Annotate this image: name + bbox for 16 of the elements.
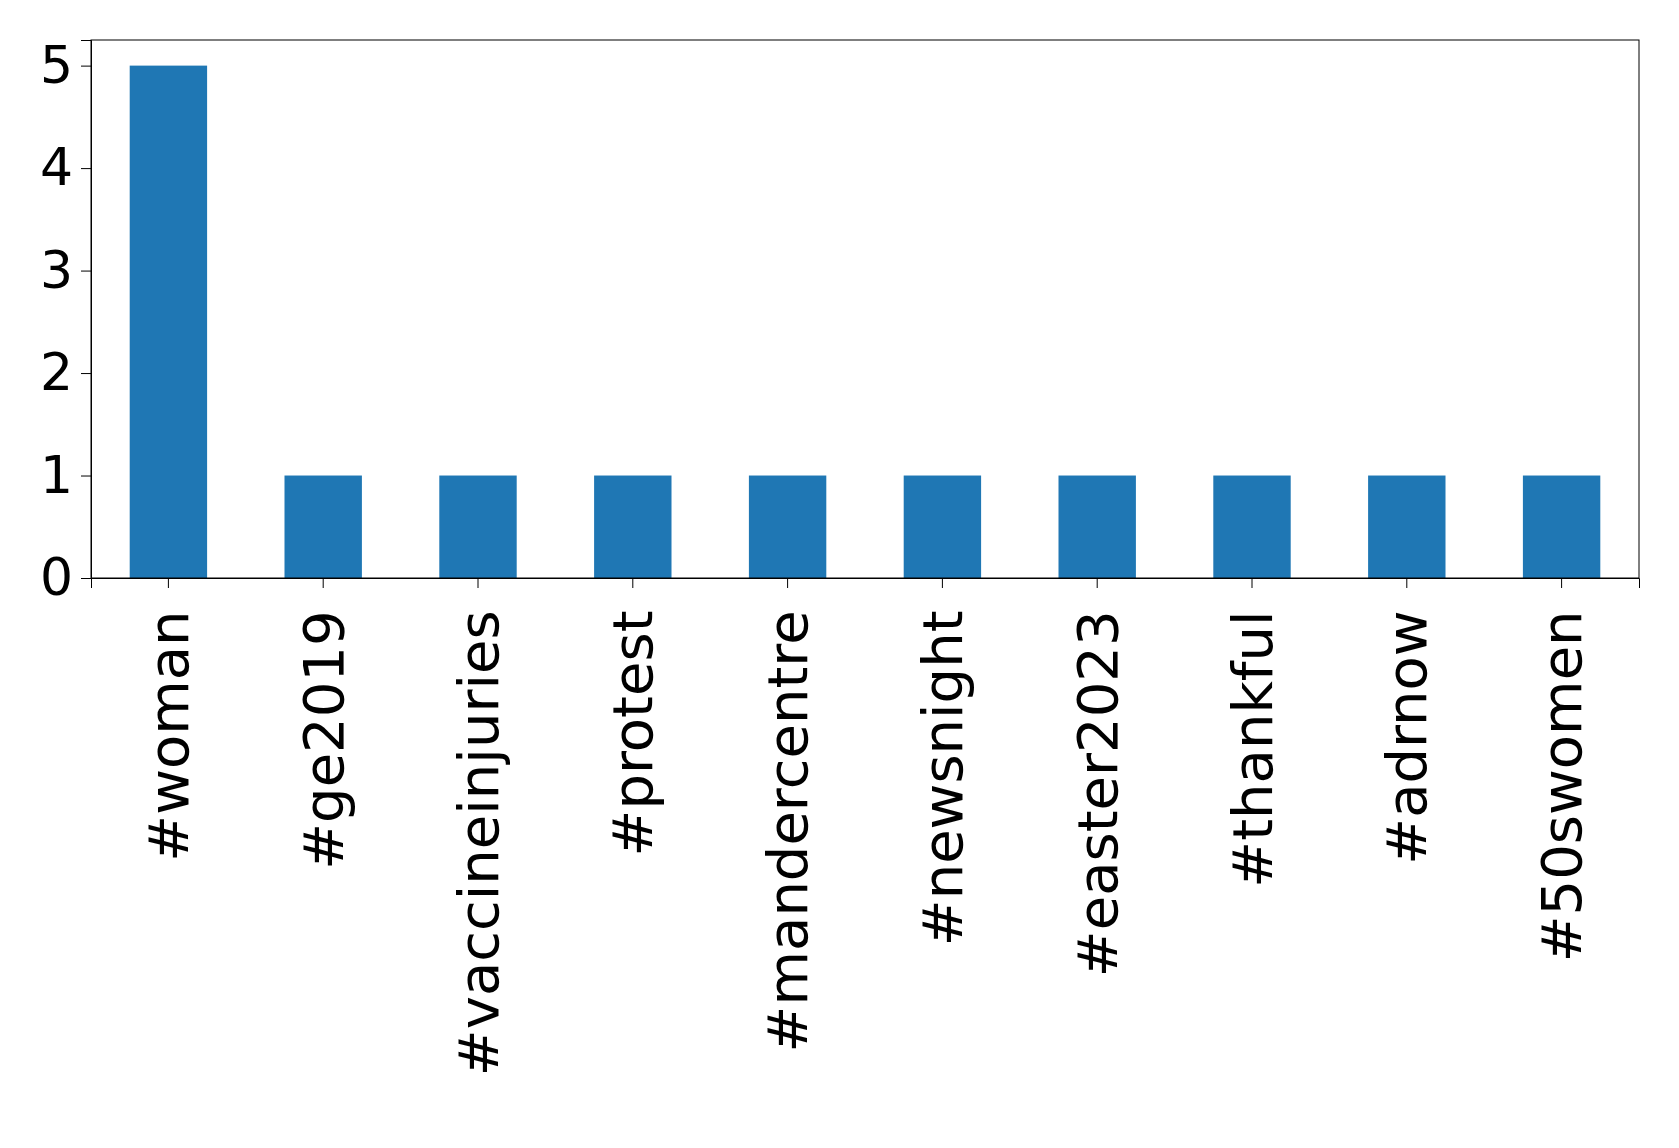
x-tick-label: #newsnight [910, 610, 975, 947]
y-tick-label: 1 [39, 444, 73, 505]
x-tick-label: #easter2023 [1064, 610, 1130, 978]
x-tick-label: #thankful [1219, 610, 1285, 888]
x-tick-label: #50swomen [1529, 610, 1595, 963]
y-tick-label: 4 [39, 137, 73, 198]
y-tick-label: 0 [39, 547, 73, 608]
y-tick-label: 3 [39, 239, 73, 300]
x-tick-label: #vaccineinjuries [445, 610, 511, 1077]
x-tick-label: #woman [136, 610, 201, 862]
y-tick-label: 5 [39, 34, 73, 95]
x-tick-label: #ge2019 [290, 610, 356, 870]
y-tick-label: 2 [39, 342, 73, 403]
x-tick-label: #adrnow [1374, 610, 1440, 865]
x-tick-label: #protest [600, 610, 666, 857]
x-tick-label: #mandercentre [755, 610, 821, 1053]
